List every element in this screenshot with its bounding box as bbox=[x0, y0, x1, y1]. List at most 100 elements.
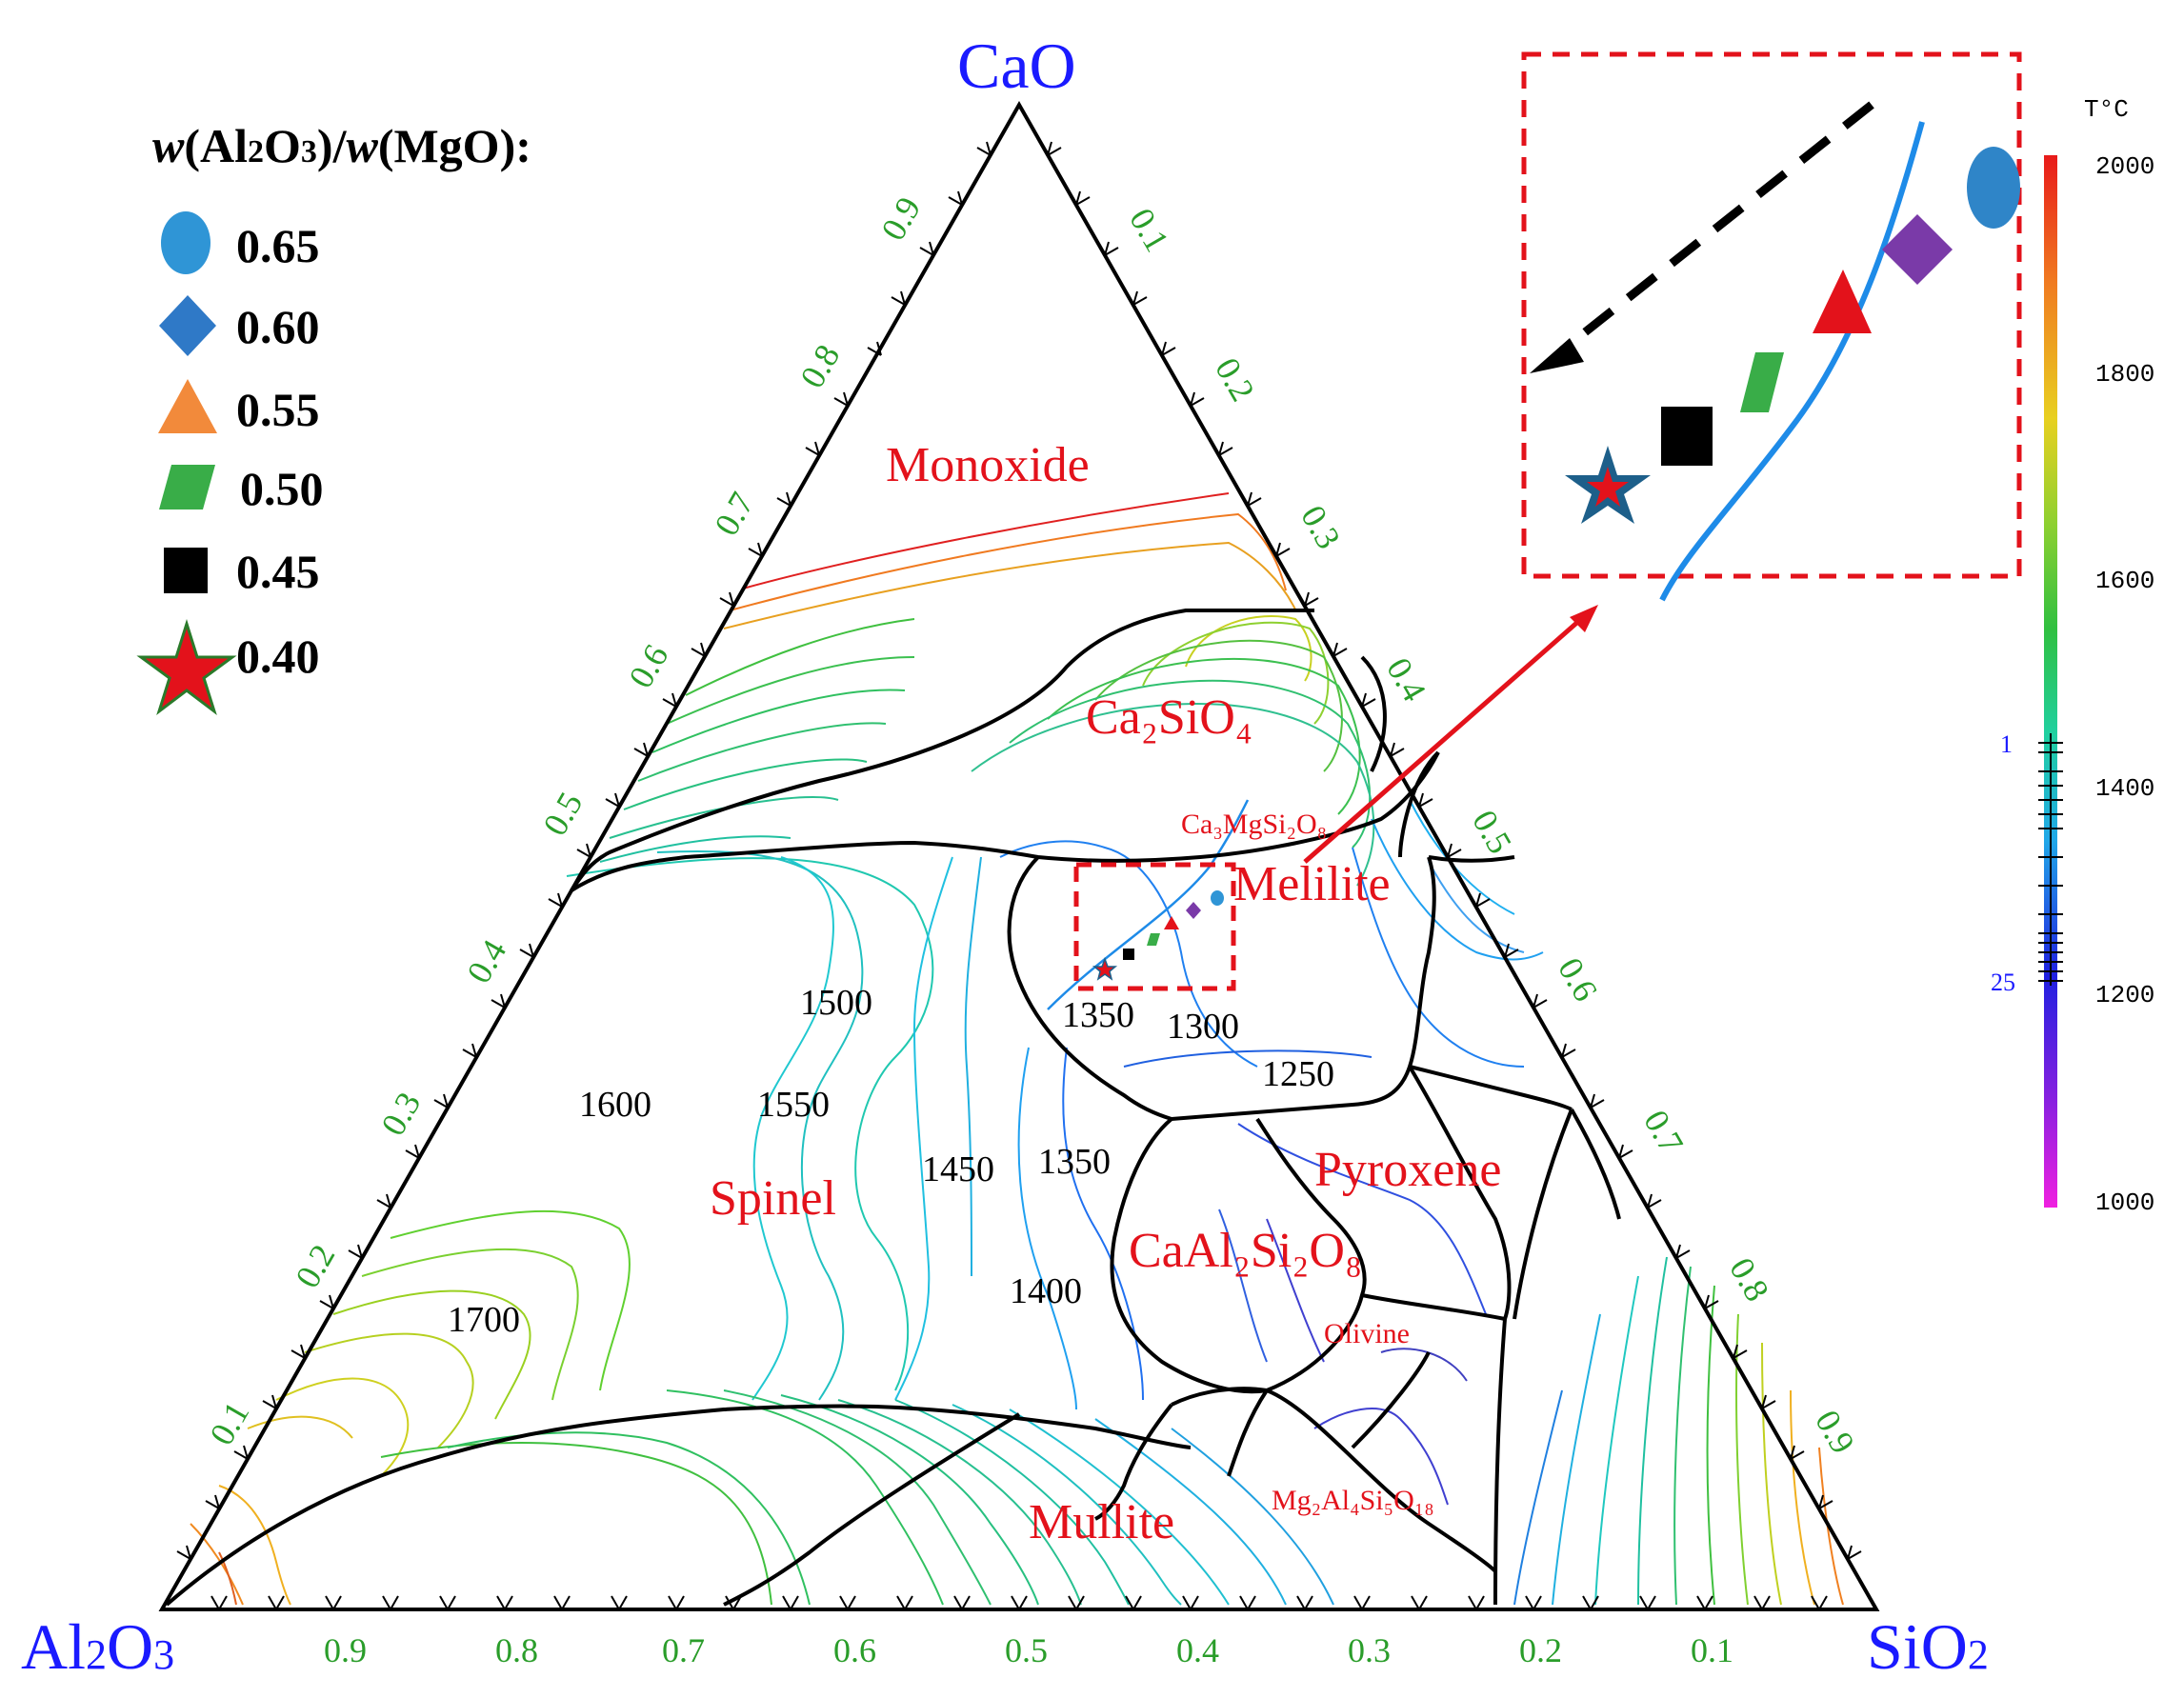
tick-bottom-0.7: 0.7 bbox=[662, 1631, 705, 1669]
isotherm-label-1550: 1550 bbox=[757, 1085, 830, 1125]
phase-boundaries bbox=[165, 609, 1621, 1607]
tick-bottom-0.1: 0.1 bbox=[1691, 1631, 1733, 1669]
legend-value-055: 0.55 bbox=[236, 383, 320, 436]
corner-label-al2o3: Al2O3 bbox=[21, 1610, 174, 1683]
legend-value-065: 0.65 bbox=[236, 219, 320, 272]
tick-right-0.1: 0.1 bbox=[1122, 202, 1176, 258]
marker-055 bbox=[1164, 916, 1179, 929]
tick-bottom-0.3: 0.3 bbox=[1348, 1631, 1391, 1669]
region-ca3mgsi2o8: Ca₃MgSi₂O₈ bbox=[1181, 809, 1327, 840]
tick-right-0.2: 0.2 bbox=[1208, 351, 1262, 408]
scale-mark-25: 25 bbox=[1991, 969, 2015, 996]
tick-right-0.8: 0.8 bbox=[1722, 1251, 1776, 1308]
tick-bottom-0.5: 0.5 bbox=[1005, 1631, 1048, 1669]
marker-040 bbox=[1092, 956, 1118, 981]
scale-label-1600: 1600 bbox=[2095, 567, 2154, 595]
inset-marker-065 bbox=[1967, 147, 2020, 229]
marker-050 bbox=[1147, 933, 1160, 946]
legend-parallelogram-icon bbox=[159, 465, 215, 509]
region-spinel: Spinel bbox=[710, 1171, 836, 1226]
isotherm-label-1350b: 1350 bbox=[1038, 1142, 1111, 1182]
region-mullite: Mullite bbox=[1029, 1495, 1174, 1549]
legend-title: w(Al2O3)/w(MgO): bbox=[152, 119, 531, 172]
isotherm-label-1450: 1450 bbox=[922, 1149, 994, 1189]
tick-right-0.6: 0.6 bbox=[1551, 951, 1605, 1008]
tick-left-0.8: 0.8 bbox=[792, 338, 847, 394]
scale-label-1800: 1800 bbox=[2095, 360, 2154, 389]
legend: w(Al2O3)/w(MgO): 0.65 0.60 0.55 0.50 0.4… bbox=[136, 119, 531, 716]
region-mg2al4si5o18: Mg₂Al₄Si₅O₁₈ bbox=[1272, 1485, 1434, 1516]
isotherm-label-1300: 1300 bbox=[1167, 1007, 1239, 1047]
marker-060 bbox=[1186, 902, 1201, 919]
tick-bottom-0.4: 0.4 bbox=[1176, 1631, 1219, 1669]
legend-ellipse-icon bbox=[161, 211, 210, 274]
zoom-arrow bbox=[1303, 605, 1598, 864]
tick-left-0.9: 0.9 bbox=[873, 190, 928, 247]
region-melilite: Melilite bbox=[1233, 857, 1391, 911]
tick-left-0.7: 0.7 bbox=[707, 486, 761, 542]
legend-diamond-icon bbox=[159, 295, 216, 356]
inset-marker-045 bbox=[1661, 407, 1713, 466]
bottom-axis-ticks: 0.9 0.8 0.7 0.6 0.5 0.4 0.3 0.2 0.1 bbox=[324, 1631, 1733, 1669]
tick-left-0.6: 0.6 bbox=[621, 638, 675, 694]
region-monoxide: Monoxide bbox=[886, 438, 1090, 492]
scale-bar bbox=[2044, 155, 2057, 1208]
tick-right-0.4: 0.4 bbox=[1379, 651, 1433, 708]
scale-label-2000: 2000 bbox=[2095, 152, 2154, 181]
tick-right-0.9: 0.9 bbox=[1808, 1404, 1862, 1460]
tick-right-0.5: 0.5 bbox=[1465, 804, 1519, 860]
highlight-box-small bbox=[1073, 862, 1236, 991]
region-caal2si2o8: CaAl₂Si₂O₈ bbox=[1129, 1224, 1362, 1278]
scale-unit: T°C bbox=[2084, 95, 2129, 124]
tick-left-0.3: 0.3 bbox=[373, 1086, 428, 1142]
isotherm-label-1600: 1600 bbox=[579, 1085, 651, 1125]
scale-label-1000: 1000 bbox=[2095, 1189, 2154, 1217]
legend-value-040: 0.40 bbox=[236, 629, 320, 683]
inset-marker-055 bbox=[1813, 270, 1872, 333]
tick-bottom-0.8: 0.8 bbox=[495, 1631, 538, 1669]
isotherm-contours bbox=[190, 492, 1844, 1606]
scale-label-1400: 1400 bbox=[2095, 774, 2154, 803]
legend-value-050: 0.50 bbox=[240, 462, 324, 515]
inset-marker-040-inner bbox=[1587, 467, 1629, 507]
legend-value-045: 0.45 bbox=[236, 545, 320, 598]
inset-boundary-curve bbox=[1659, 121, 1925, 602]
isotherm-label-1350a: 1350 bbox=[1062, 995, 1134, 1035]
legend-value-060: 0.60 bbox=[236, 300, 320, 353]
temperature-color-scale: T°C 2000 1800 1600 1400 1200 1000 1 bbox=[1991, 95, 2154, 1217]
inset-marker-050 bbox=[1740, 352, 1784, 412]
tick-left-0.2: 0.2 bbox=[288, 1238, 342, 1294]
isotherm-label-1400: 1400 bbox=[1010, 1271, 1082, 1311]
highlight-box-large bbox=[1521, 51, 2022, 579]
zoom-inset bbox=[1521, 51, 2022, 602]
isotherm-label-1500: 1500 bbox=[800, 983, 872, 1023]
isotherm-label-1250: 1250 bbox=[1262, 1054, 1334, 1094]
corner-label-sio2: SiO2 bbox=[1867, 1610, 1989, 1683]
tick-right-0.3: 0.3 bbox=[1293, 499, 1348, 555]
scale-label-1200: 1200 bbox=[2095, 981, 2154, 1009]
scale-mark-1: 1 bbox=[2000, 730, 2013, 758]
inset-dashed-arrowhead bbox=[1530, 338, 1584, 373]
tick-bottom-0.9: 0.9 bbox=[324, 1631, 367, 1669]
region-pyroxene: Pyroxene bbox=[1314, 1143, 1501, 1197]
tick-left-0.4: 0.4 bbox=[459, 933, 513, 989]
legend-star-icon bbox=[136, 618, 237, 716]
isotherm-label-1700: 1700 bbox=[448, 1300, 520, 1340]
region-ca2sio4: Ca₂SiO₄ bbox=[1086, 690, 1252, 745]
tick-bottom-0.6: 0.6 bbox=[833, 1631, 876, 1669]
tick-bottom-0.2: 0.2 bbox=[1519, 1631, 1562, 1669]
inset-marker-060 bbox=[1882, 214, 1953, 285]
legend-square-icon bbox=[164, 548, 208, 593]
marker-045 bbox=[1123, 949, 1134, 960]
legend-triangle-icon bbox=[158, 379, 217, 433]
region-olivine: Olivine bbox=[1324, 1318, 1410, 1349]
corner-label-cao: CaO bbox=[957, 30, 1076, 102]
marker-065 bbox=[1211, 890, 1224, 906]
tick-right-0.7: 0.7 bbox=[1636, 1104, 1691, 1160]
composition-markers bbox=[1092, 890, 1224, 981]
tick-left-0.1: 0.1 bbox=[202, 1395, 256, 1451]
tick-left-0.5: 0.5 bbox=[535, 786, 590, 842]
scale-ticks bbox=[2038, 733, 2063, 986]
